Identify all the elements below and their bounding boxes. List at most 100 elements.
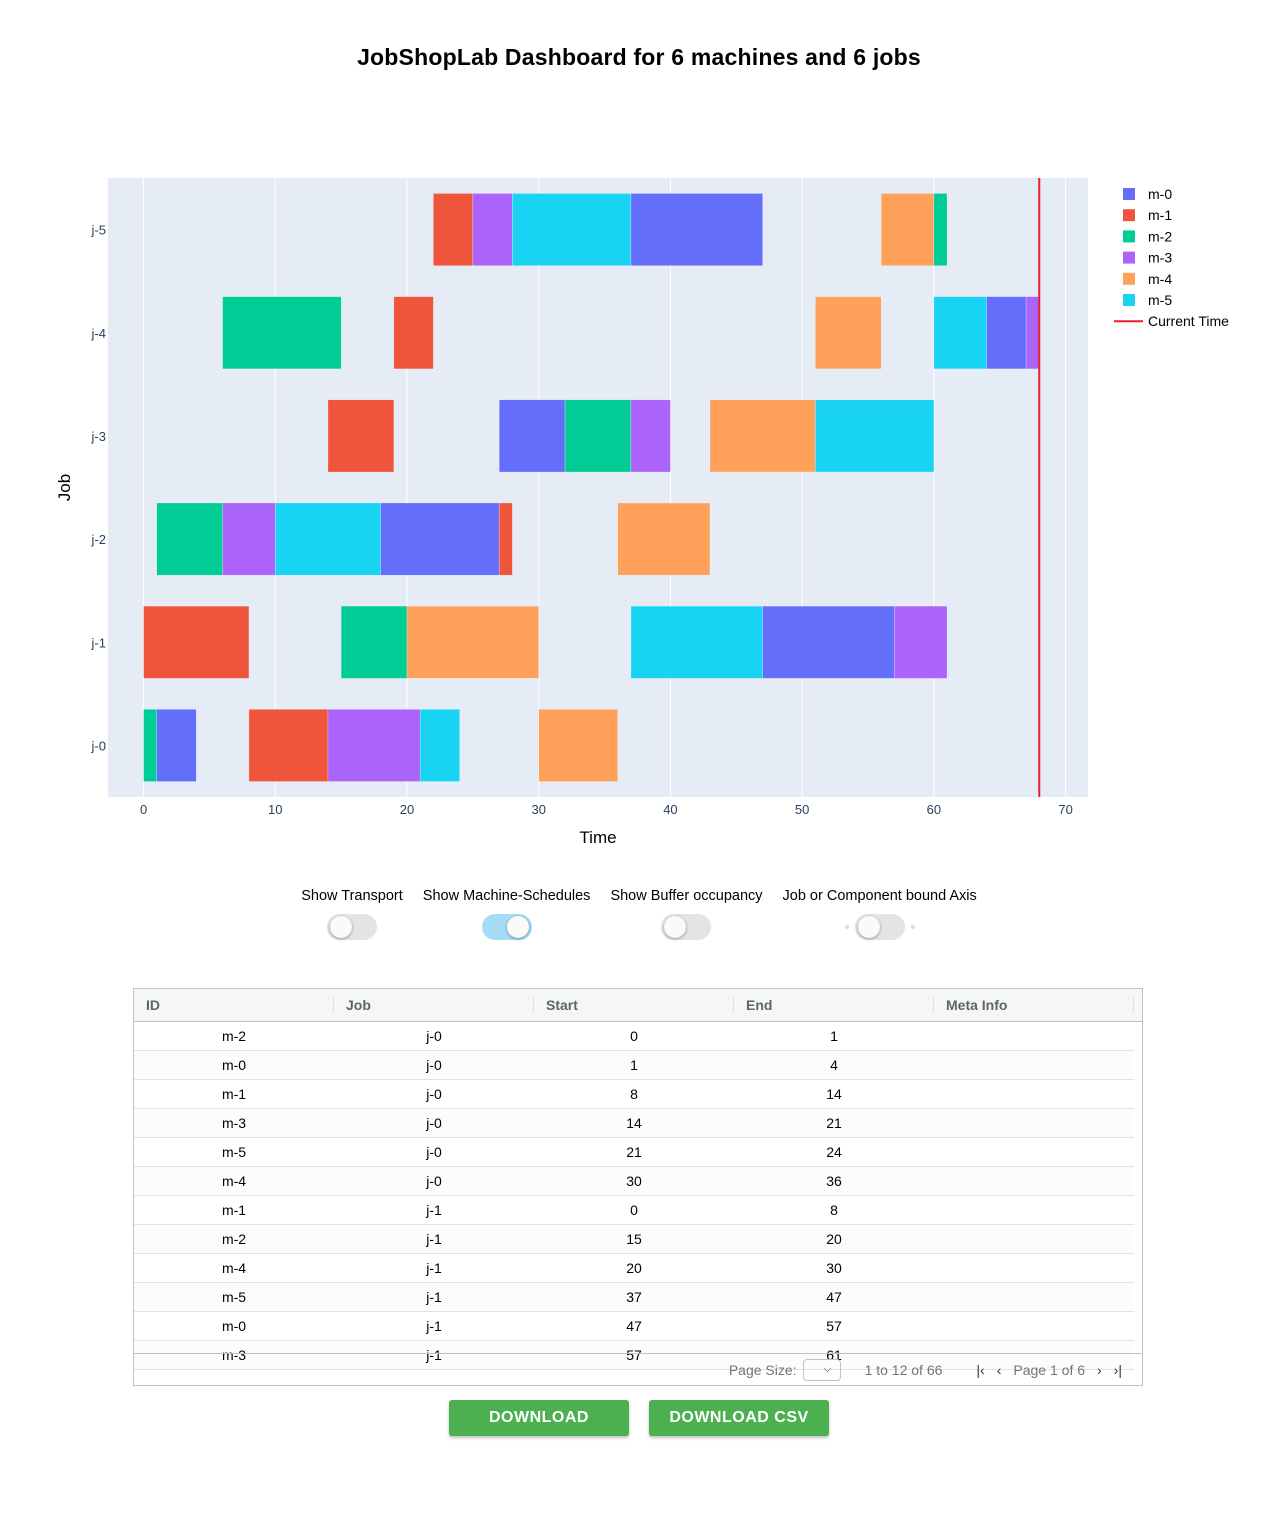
table-row[interactable]: m-0 j-1 47 57 — [134, 1312, 1134, 1341]
table-header: ID Job Start End Meta Info — [134, 989, 1142, 1022]
task-bar-j-3-m-2[interactable] — [564, 399, 632, 473]
legend-swatch-m-4[interactable] — [1123, 272, 1135, 285]
download-button[interactable]: DOWNLOAD — [449, 1400, 629, 1436]
legend-label[interactable]: m-2 — [1148, 228, 1172, 244]
table-row[interactable]: m-2 j-1 15 20 — [134, 1225, 1134, 1254]
task-bar-j-1-m-0[interactable] — [762, 605, 895, 679]
task-bar-j-5-m-1[interactable] — [433, 193, 474, 266]
task-bar-j-4-m-0[interactable] — [986, 296, 1027, 370]
legend-label[interactable]: m-1 — [1148, 207, 1172, 223]
cell-meta-info — [934, 1080, 1134, 1108]
legend-label[interactable]: m-4 — [1148, 271, 1172, 287]
task-bar-j-1-m-5[interactable] — [630, 605, 763, 679]
task-bar-j-2-m-2[interactable] — [156, 502, 223, 576]
table-row[interactable]: m-4 j-1 20 30 — [134, 1254, 1134, 1283]
task-bar-j-1-m-4[interactable] — [406, 605, 539, 679]
task-bar-j-5-m-4[interactable] — [880, 193, 935, 266]
cell-start: 37 — [626, 1289, 642, 1305]
transport-switch[interactable] — [327, 914, 377, 940]
gantt-chart[interactable]: 0 10 20 30 40 50 60 70 j-0 j-1 j-2 j-3 j-4 j-5 Time Job… — [0, 150, 1278, 860]
schedule-table: ID Job Start End Meta Info m-2 j-0 0 1 m-0 j-… — [133, 988, 1143, 1386]
task-bar-j-3-m-4[interactable] — [709, 399, 816, 473]
legend-label[interactable]: m-5 — [1148, 292, 1172, 308]
cell-start: 15 — [626, 1231, 642, 1247]
task-bar-j-0-m-3[interactable] — [327, 709, 421, 782]
table-row[interactable]: m-1 j-1 0 8 — [134, 1196, 1134, 1225]
task-bar-j-1-m-3[interactable] — [894, 605, 948, 679]
legend-label[interactable]: m-3 — [1148, 250, 1172, 266]
cell-job: j-0 — [426, 1086, 442, 1102]
task-bar-j-4-m-3[interactable] — [1025, 296, 1040, 370]
table-row[interactable]: m-4 j-0 30 36 — [134, 1167, 1134, 1196]
task-bar-j-5-m-5[interactable] — [512, 193, 632, 266]
task-bar-j-4-m-4[interactable] — [815, 296, 882, 370]
cell-job: j-0 — [426, 1173, 442, 1189]
buffer-occupancy-switch[interactable] — [661, 914, 712, 940]
column-header-meta-info[interactable]: Meta Info — [934, 989, 1134, 1021]
next-page-icon[interactable]: › — [1097, 1361, 1102, 1378]
task-bar-j-3-m-0[interactable] — [498, 399, 566, 473]
task-bar-j-0-m-2[interactable] — [143, 709, 157, 782]
page-title: JobShopLab Dashboard for 6 machines and … — [357, 44, 921, 70]
task-bar-j-2-m-3[interactable] — [222, 502, 276, 576]
table-row[interactable]: m-3 j-0 14 21 — [134, 1109, 1134, 1138]
column-header-id[interactable]: ID — [134, 989, 334, 1021]
column-header-end[interactable]: End — [734, 989, 934, 1021]
cell-end: 24 — [826, 1144, 842, 1160]
axis-binding-switch[interactable] — [854, 914, 905, 940]
toggle-show-transport: Show Transport — [291, 888, 413, 940]
task-bar-j-1-m-1[interactable] — [143, 605, 250, 679]
cell-meta-info — [934, 1225, 1134, 1253]
task-bar-j-3-m-5[interactable] — [815, 399, 935, 473]
task-bar-j-4-m-1[interactable] — [393, 296, 434, 370]
table-row[interactable]: m-5 j-1 37 47 — [134, 1283, 1134, 1312]
table-row[interactable]: m-5 j-0 21 24 — [134, 1138, 1134, 1167]
cell-id: m-1 — [221, 1086, 247, 1102]
task-bar-j-0-m-1[interactable] — [248, 709, 329, 782]
table-pager: Page Size: ⌵ 1 to 12 of 66 |‹ ‹ Page 1 o… — [134, 1353, 1142, 1385]
legend-swatch-m-1[interactable] — [1123, 209, 1135, 222]
task-bar-j-0-m-0[interactable] — [156, 709, 197, 782]
table-body: m-2 j-0 0 1 m-0 j-0 1 4 m-1 j-0 8 14 m-3 j-0 14 21 m-5 j-… — [134, 1022, 1134, 1370]
previous-page-icon[interactable]: ‹ — [996, 1361, 1002, 1378]
cell-start: 14 — [626, 1115, 642, 1131]
task-bar-j-2-m-5[interactable] — [275, 502, 381, 576]
legend-label[interactable]: m-0 — [1148, 186, 1172, 202]
cell-meta-info — [934, 1109, 1134, 1137]
task-bar-j-2-m-0[interactable] — [380, 502, 500, 576]
y-axis-title: Job — [55, 474, 74, 501]
y-tick-label: j-4 — [91, 326, 106, 341]
cell-meta-info — [934, 1196, 1134, 1224]
download-csv-button[interactable]: DOWNLOAD CSV — [649, 1400, 829, 1436]
task-bar-j-1-m-2[interactable] — [340, 605, 408, 679]
machine-schedules-switch[interactable] — [481, 914, 532, 940]
table-row[interactable]: m-0 j-0 1 4 — [134, 1051, 1134, 1080]
column-header-start[interactable]: Start — [534, 989, 734, 1021]
legend-swatch-m-3[interactable] — [1123, 251, 1135, 264]
task-bar-j-4-m-2[interactable] — [222, 296, 342, 370]
task-bar-j-0-m-5[interactable] — [419, 709, 460, 782]
task-bar-j-5-m-0[interactable] — [630, 193, 763, 266]
task-bar-j-2-m-1[interactable] — [498, 502, 513, 576]
column-header-job[interactable]: Job — [334, 989, 534, 1021]
legend-swatch-m-2[interactable] — [1123, 230, 1135, 243]
table-row[interactable]: m-1 j-0 8 14 — [134, 1080, 1134, 1109]
table-row[interactable]: m-3 j-1 57 61 — [134, 1341, 1134, 1370]
task-bar-j-4-m-5[interactable] — [933, 296, 987, 370]
task-bar-j-0-m-4[interactable] — [538, 709, 619, 782]
page-size-select[interactable]: ⌵ — [802, 1358, 841, 1381]
task-bar-j-3-m-3[interactable] — [630, 399, 671, 473]
first-page-icon[interactable]: |‹ — [976, 1361, 985, 1378]
last-page-icon[interactable]: ›| — [1113, 1361, 1122, 1378]
legend-swatch-m-0[interactable] — [1123, 188, 1135, 200]
option-dot-right — [910, 925, 915, 929]
legend-label[interactable]: Current Time — [1148, 313, 1229, 329]
task-bar-j-3-m-1[interactable] — [327, 399, 395, 473]
legend-swatch-m-5[interactable] — [1123, 294, 1135, 306]
cell-meta-info — [934, 1312, 1134, 1340]
task-bar-j-5-m-3[interactable] — [472, 193, 513, 266]
table-row[interactable]: m-2 j-0 0 1 — [134, 1022, 1134, 1051]
task-bar-j-5-m-2[interactable] — [933, 193, 948, 266]
cell-end: 57 — [826, 1318, 842, 1334]
task-bar-j-2-m-4[interactable] — [617, 502, 711, 576]
